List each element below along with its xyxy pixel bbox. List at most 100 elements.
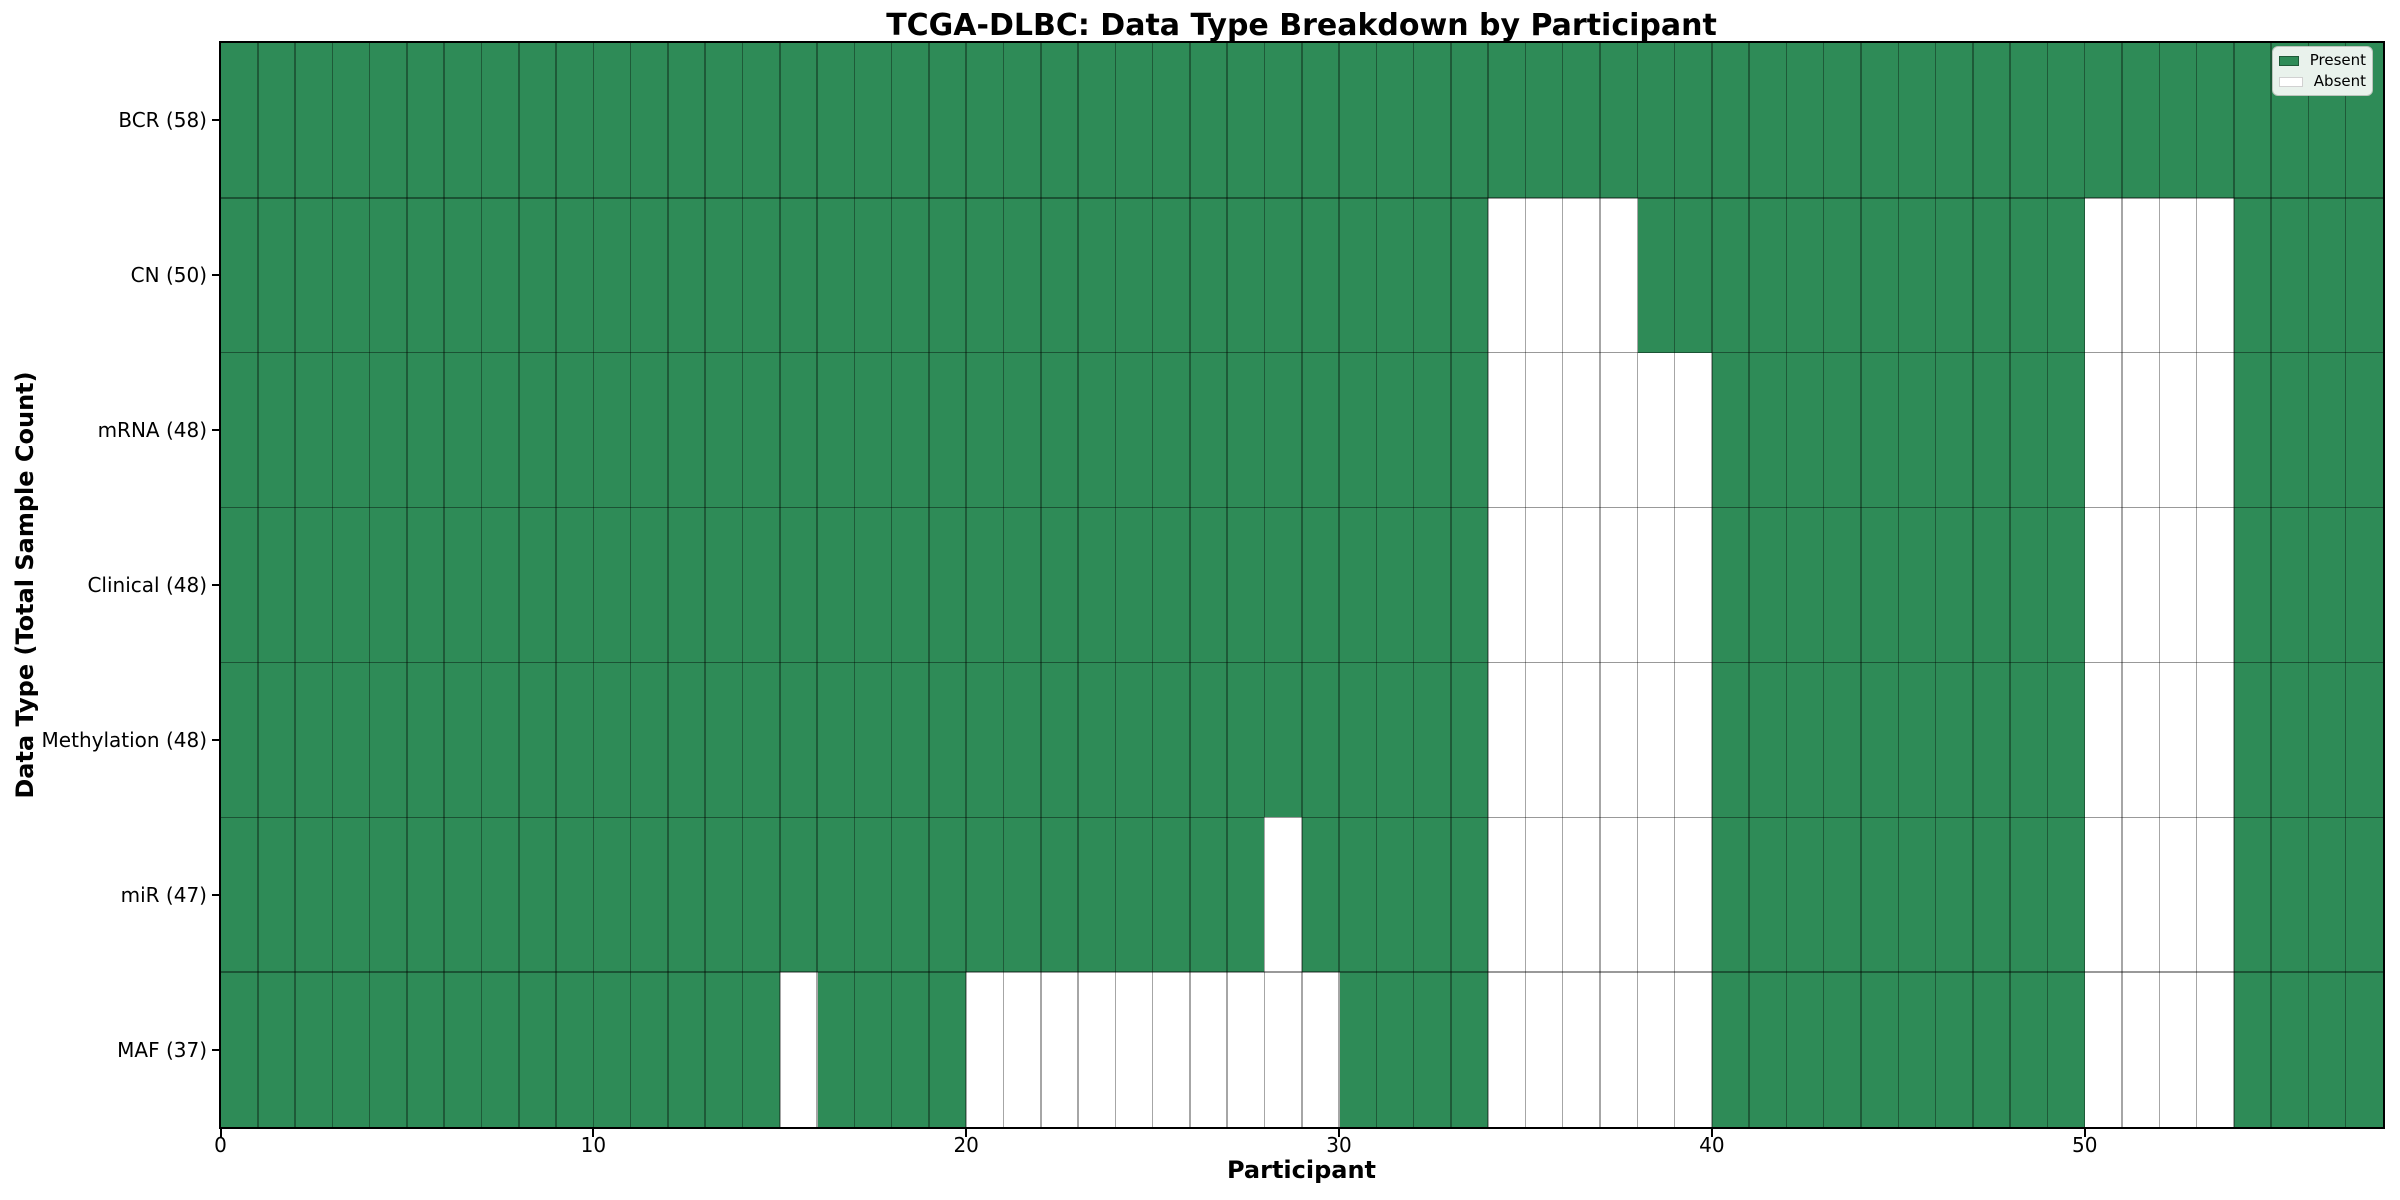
- grid-line-vertical: [1487, 43, 1489, 1127]
- grid-line-vertical: [1822, 43, 1825, 1127]
- grid-line-horizontal: [220, 506, 2383, 509]
- x-tick-mark: [1338, 1129, 1341, 1137]
- grid-line-vertical: [518, 43, 520, 1127]
- grid-line-vertical: [1226, 43, 1228, 1127]
- grid-line-vertical: [1711, 43, 1713, 1127]
- absent-cell: [2122, 817, 2160, 973]
- grid-line-vertical: [1375, 43, 1378, 1127]
- absent-cell: [1674, 972, 1713, 1128]
- y-tick-mark: [212, 119, 220, 122]
- absent-cell: [1115, 972, 1154, 1128]
- absent-cell: [1488, 352, 1526, 509]
- absent-cell: [2159, 352, 2198, 509]
- y-tick-label: Methylation (48): [41, 727, 207, 752]
- absent-cell: [1562, 972, 1601, 1128]
- heatmap-plot: [220, 43, 2383, 1128]
- absent-cell: [1562, 352, 1601, 509]
- grid-line-horizontal: [220, 971, 2383, 973]
- absent-cell: [1637, 817, 1676, 973]
- grid-line-vertical: [257, 43, 259, 1127]
- y-axis-label: Data Type (Total Sample Count): [11, 371, 39, 799]
- grid-line-vertical: [1860, 43, 1862, 1127]
- absent-cell: [1600, 972, 1638, 1128]
- y-tick-mark: [212, 274, 220, 277]
- legend-entry-absent: Absent: [2279, 73, 2366, 90]
- x-axis-label: Participant: [1226, 1156, 1377, 1184]
- grid-line-vertical: [1077, 43, 1079, 1127]
- absent-cell: [1488, 972, 1526, 1128]
- grid-line-vertical: [1972, 43, 1974, 1127]
- absent-cell: [1637, 507, 1676, 663]
- grid-line-vertical: [1934, 43, 1937, 1127]
- grid-line-vertical: [853, 43, 856, 1127]
- x-tick-label: 50: [2071, 1133, 2098, 1157]
- absent-cell: [1488, 817, 1526, 973]
- grid-line-horizontal: [220, 816, 2383, 819]
- grid-line-vertical: [1002, 43, 1005, 1127]
- legend-swatch-present-icon: [2279, 55, 2299, 66]
- grid-line-vertical: [928, 43, 930, 1127]
- absent-cell: [1525, 352, 1564, 509]
- absent-cell: [1525, 972, 1564, 1128]
- x-tick-label: 10: [580, 1133, 607, 1157]
- absent-cell: [2159, 662, 2198, 818]
- absent-cell: [2084, 352, 2123, 509]
- absent-cell: [1600, 352, 1638, 509]
- grid-line-vertical: [1338, 43, 1340, 1127]
- grid-line-vertical: [1040, 43, 1042, 1127]
- x-tick-mark: [965, 1129, 968, 1137]
- x-tick-mark: [2083, 1129, 2086, 1137]
- absent-cell: [2196, 817, 2235, 973]
- absent-cell: [1189, 972, 1228, 1128]
- y-tick-mark: [212, 584, 220, 586]
- absent-cell: [2196, 507, 2235, 663]
- absent-cell: [2159, 197, 2198, 354]
- absent-cell: [1301, 972, 1340, 1128]
- y-tick-label: Clinical (48): [87, 573, 207, 597]
- x-tick-mark: [219, 1129, 222, 1137]
- grid-line-vertical: [816, 43, 818, 1127]
- absent-cell: [2084, 972, 2123, 1128]
- absent-cell: [2122, 197, 2160, 354]
- grid-line-vertical: [2083, 43, 2086, 1127]
- grid-line-vertical: [1189, 43, 1191, 1127]
- grid-line-vertical: [667, 43, 669, 1127]
- grid-line-vertical: [1412, 43, 1415, 1127]
- grid-line-vertical: [629, 43, 632, 1127]
- absent-cell: [1637, 352, 1676, 509]
- grid-line-vertical: [2233, 43, 2235, 1127]
- grid-line-vertical: [2009, 43, 2011, 1127]
- absent-cell: [1600, 817, 1638, 973]
- absent-cell: [1525, 507, 1564, 663]
- y-tick-label: BCR (58): [118, 108, 207, 133]
- absent-cell: [2084, 817, 2123, 973]
- absent-cell: [1525, 197, 1564, 354]
- absent-cell: [1152, 972, 1191, 1128]
- absent-cell: [1488, 662, 1526, 818]
- chart-title: TCGA-DLBC: Data Type Breakdown by Partic…: [886, 8, 1717, 43]
- grid-line-vertical: [2121, 43, 2123, 1127]
- absent-cell: [1562, 507, 1601, 663]
- legend-label-absent: Absent: [2313, 72, 2366, 90]
- absent-cell: [2196, 197, 2235, 354]
- absent-cell: [1600, 197, 1638, 354]
- absent-cell: [1674, 817, 1713, 973]
- absent-cell: [1600, 662, 1638, 818]
- absent-cell: [1488, 197, 1526, 354]
- absent-cell: [2122, 507, 2160, 663]
- absent-cell: [2084, 662, 2123, 818]
- grid-line-vertical: [1673, 43, 1676, 1127]
- absent-cell: [1637, 972, 1676, 1128]
- absent-cell: [1674, 352, 1713, 509]
- absent-cell: [2196, 352, 2235, 509]
- absent-cell: [1003, 972, 1042, 1128]
- y-tick-mark: [212, 738, 220, 741]
- grid-line-vertical: [1636, 43, 1639, 1127]
- grid-line-vertical: [1114, 43, 1117, 1127]
- grid-line-vertical: [741, 43, 744, 1127]
- absent-cell: [2159, 817, 2198, 973]
- absent-cell: [779, 972, 818, 1128]
- absent-cell: [1525, 817, 1564, 973]
- absent-cell: [2084, 507, 2123, 663]
- grid-line-vertical: [555, 43, 557, 1127]
